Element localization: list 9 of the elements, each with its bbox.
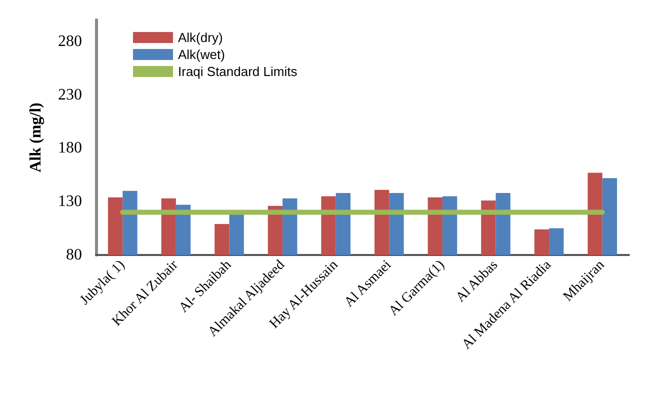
y-tick-label: 180 — [58, 140, 82, 157]
y-axis-title: Alk (mg/l) — [28, 102, 44, 172]
y-tick-label: 130 — [58, 193, 82, 210]
legend-label: Iraqi Standard Limits — [178, 64, 298, 79]
y-tick-label: 280 — [58, 32, 82, 50]
legend-label: Alk(wet) — [178, 47, 225, 62]
y-tick-label: 80 — [66, 246, 82, 264]
legend-label: Alk(dry) — [178, 30, 223, 45]
y-tick-label: 230 — [58, 86, 82, 104]
